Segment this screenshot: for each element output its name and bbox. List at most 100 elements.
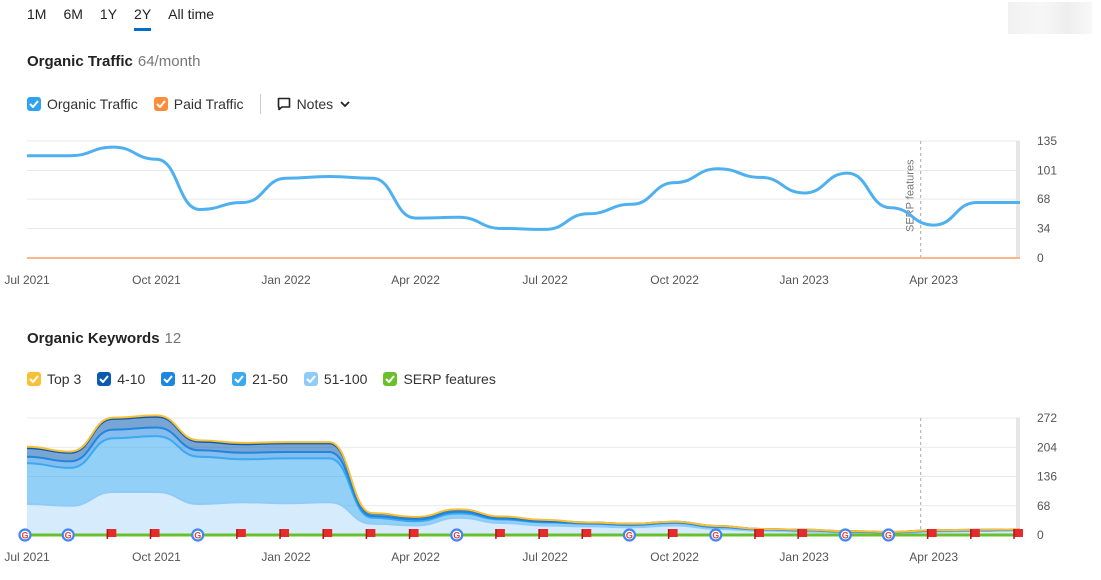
legend-label: Organic Traffic <box>47 96 138 112</box>
traffic-title: Organic Traffic 64/month <box>27 53 200 70</box>
legend-serp-features[interactable]: SERP features <box>383 371 496 387</box>
x-tick-label: Jul 2021 <box>4 550 50 564</box>
checkbox-checked-icon <box>27 97 41 111</box>
range-6m[interactable]: 6M <box>63 6 83 22</box>
checkbox-checked-icon <box>27 372 41 386</box>
legend-top-3[interactable]: Top 3 <box>27 371 81 387</box>
google-marker-icon[interactable] <box>18 528 32 542</box>
legend-51-100[interactable]: 51-100 <box>303 371 367 387</box>
legend-organic-traffic[interactable]: Organic Traffic <box>27 96 138 112</box>
legend-paid-traffic[interactable]: Paid Traffic <box>153 96 244 112</box>
google-marker-icon[interactable] <box>881 528 896 542</box>
keywords-title: Organic Keywords 12 <box>27 330 181 347</box>
y-tick-label: 0 <box>1037 528 1044 542</box>
notes-label: Notes <box>296 96 334 112</box>
range-2y[interactable]: 2Y <box>134 6 152 31</box>
google-marker-icon[interactable] <box>622 528 637 542</box>
keywords-title-text: Organic Keywords <box>27 330 160 347</box>
google-marker-letter: G <box>65 531 72 541</box>
flag-marker-icon[interactable] <box>970 529 980 537</box>
x-tick-label: Jul 2022 <box>522 273 568 287</box>
legend-4-10[interactable]: 4-10 <box>97 371 145 387</box>
notes-dropdown[interactable]: Notes <box>277 96 357 112</box>
x-tick-label: Oct 2021 <box>132 550 181 564</box>
y-tick-label: 68 <box>1037 499 1051 513</box>
legend-label: 21-50 <box>252 371 288 387</box>
y-tick-label: 204 <box>1037 440 1057 454</box>
range-all-time[interactable]: All time <box>168 6 215 22</box>
google-marker-icon[interactable] <box>838 528 852 542</box>
traffic-title-text: Organic Traffic <box>27 53 133 70</box>
range-1m[interactable]: 1M <box>27 6 47 22</box>
y-tick-label: 0 <box>1037 251 1044 265</box>
traffic-legend: Organic Traffic Paid Traffic Notes <box>27 94 356 114</box>
flag-marker-icon[interactable] <box>409 529 419 537</box>
flag-marker-icon[interactable] <box>236 529 246 537</box>
keywords-value: 12 <box>164 330 182 347</box>
flag-marker-icon[interactable] <box>323 529 333 537</box>
traffic-value: 64/month <box>137 53 201 70</box>
checkbox-checked-icon <box>303 372 318 386</box>
flag-marker-icon[interactable] <box>798 529 808 537</box>
series-line-organic-traffic <box>27 145 1020 231</box>
y-tick-label: 136 <box>1037 470 1057 484</box>
checkbox-checked-icon <box>232 372 247 386</box>
google-marker-letter: G <box>885 531 892 541</box>
legend-21-50[interactable]: 21-50 <box>232 371 288 387</box>
chart-edge <box>1016 418 1020 535</box>
x-tick-label: Apr 2022 <box>391 273 440 287</box>
google-marker-icon[interactable] <box>191 528 205 542</box>
flag-marker-icon[interactable] <box>495 529 505 537</box>
google-marker-letter: G <box>194 531 201 541</box>
y-tick-label: 68 <box>1037 192 1051 206</box>
y-tick-label: 272 <box>1037 411 1057 425</box>
x-tick-label: Oct 2021 <box>132 273 181 287</box>
flag-marker-icon[interactable] <box>927 529 937 537</box>
blurred-control <box>1008 2 1092 34</box>
y-tick-label: 101 <box>1037 163 1057 177</box>
x-tick-label: Jan 2023 <box>779 273 829 287</box>
x-tick-label: Jan 2022 <box>261 273 311 287</box>
x-tick-label: Jul 2022 <box>522 550 568 564</box>
flag-marker-icon[interactable] <box>107 529 117 537</box>
keywords-legend: Top 3 4-10 11-20 21-50 51-100 SERP featu… <box>27 371 512 387</box>
x-tick-label: Oct 2022 <box>650 550 699 564</box>
y-tick-label: 34 <box>1037 222 1051 236</box>
area-band-11-20 <box>27 427 1020 533</box>
checkbox-checked-icon <box>161 372 176 386</box>
legend-11-20[interactable]: 11-20 <box>161 371 216 387</box>
legend-label: Paid Traffic <box>173 96 244 112</box>
chart-edge <box>1016 141 1020 258</box>
checkbox-checked-icon <box>383 372 398 386</box>
flag-marker-icon[interactable] <box>754 529 764 537</box>
date-range-tabs: 1M 6M 1Y 2Y All time <box>27 6 214 31</box>
google-marker-letter: G <box>626 531 633 541</box>
legend-label: SERP features <box>403 371 496 387</box>
google-marker-icon[interactable] <box>61 528 75 542</box>
google-marker-letter: G <box>21 531 28 541</box>
area-fill-51-100 <box>27 492 1020 535</box>
x-tick-label: Apr 2023 <box>909 273 958 287</box>
area-band-21-50 <box>27 436 1020 534</box>
flag-marker-icon[interactable] <box>280 529 290 537</box>
flag-marker-icon[interactable] <box>582 529 592 537</box>
legend-label: 4-10 <box>117 371 146 387</box>
google-marker-letter: G <box>453 531 460 541</box>
x-tick-label: Apr 2023 <box>909 550 958 564</box>
flag-marker-icon[interactable] <box>366 529 376 537</box>
flag-marker-icon[interactable] <box>668 529 678 537</box>
range-1y[interactable]: 1Y <box>99 6 118 22</box>
x-tick-label: Jan 2022 <box>261 550 311 564</box>
google-marker-icon[interactable] <box>709 528 723 542</box>
x-tick-label: Jan 2023 <box>779 550 829 564</box>
flag-marker-icon[interactable] <box>1014 529 1023 537</box>
x-tick-label: Oct 2022 <box>650 273 699 287</box>
x-tick-label: Jul 2021 <box>4 273 50 287</box>
legend-label: 11-20 <box>181 371 217 387</box>
x-tick-label: Apr 2022 <box>391 550 440 564</box>
google-marker-icon[interactable] <box>450 528 464 542</box>
flag-marker-icon[interactable] <box>539 529 549 537</box>
checkbox-checked-icon <box>97 372 112 386</box>
flag-marker-icon[interactable] <box>150 529 160 537</box>
